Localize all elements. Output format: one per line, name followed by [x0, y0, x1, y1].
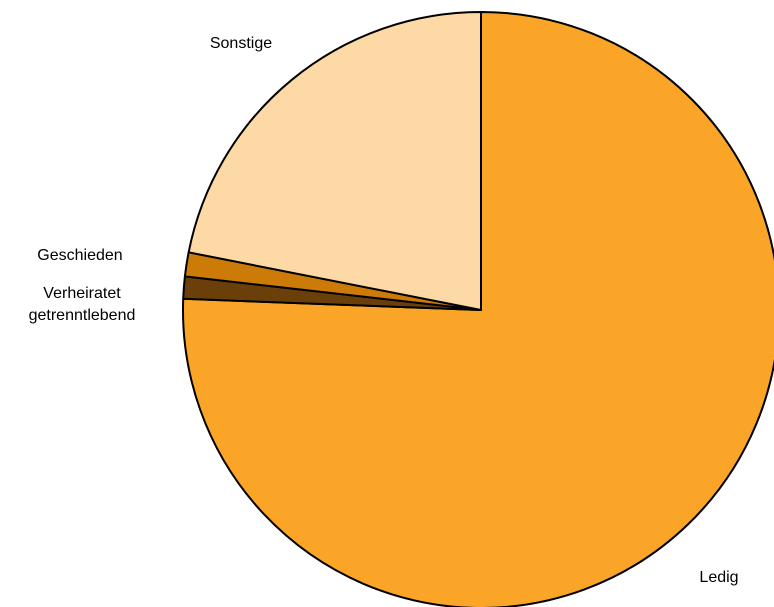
pie-label-sonstige: Sonstige	[210, 35, 272, 52]
pie-label-verheiratet-getrenntlebend: Verheiratet getrenntlebend	[29, 285, 136, 324]
pie-labels: Ledig Verheiratet getrenntlebend Geschieden…	[29, 35, 739, 586]
pie-label-ledig: Ledig	[699, 569, 738, 586]
pie-slices	[182, 11, 774, 607]
pie-slice-ledig	[182, 11, 774, 607]
pie-label-geschieden: Geschieden	[37, 247, 122, 264]
pie-slice-sonstige	[187, 11, 482, 311]
